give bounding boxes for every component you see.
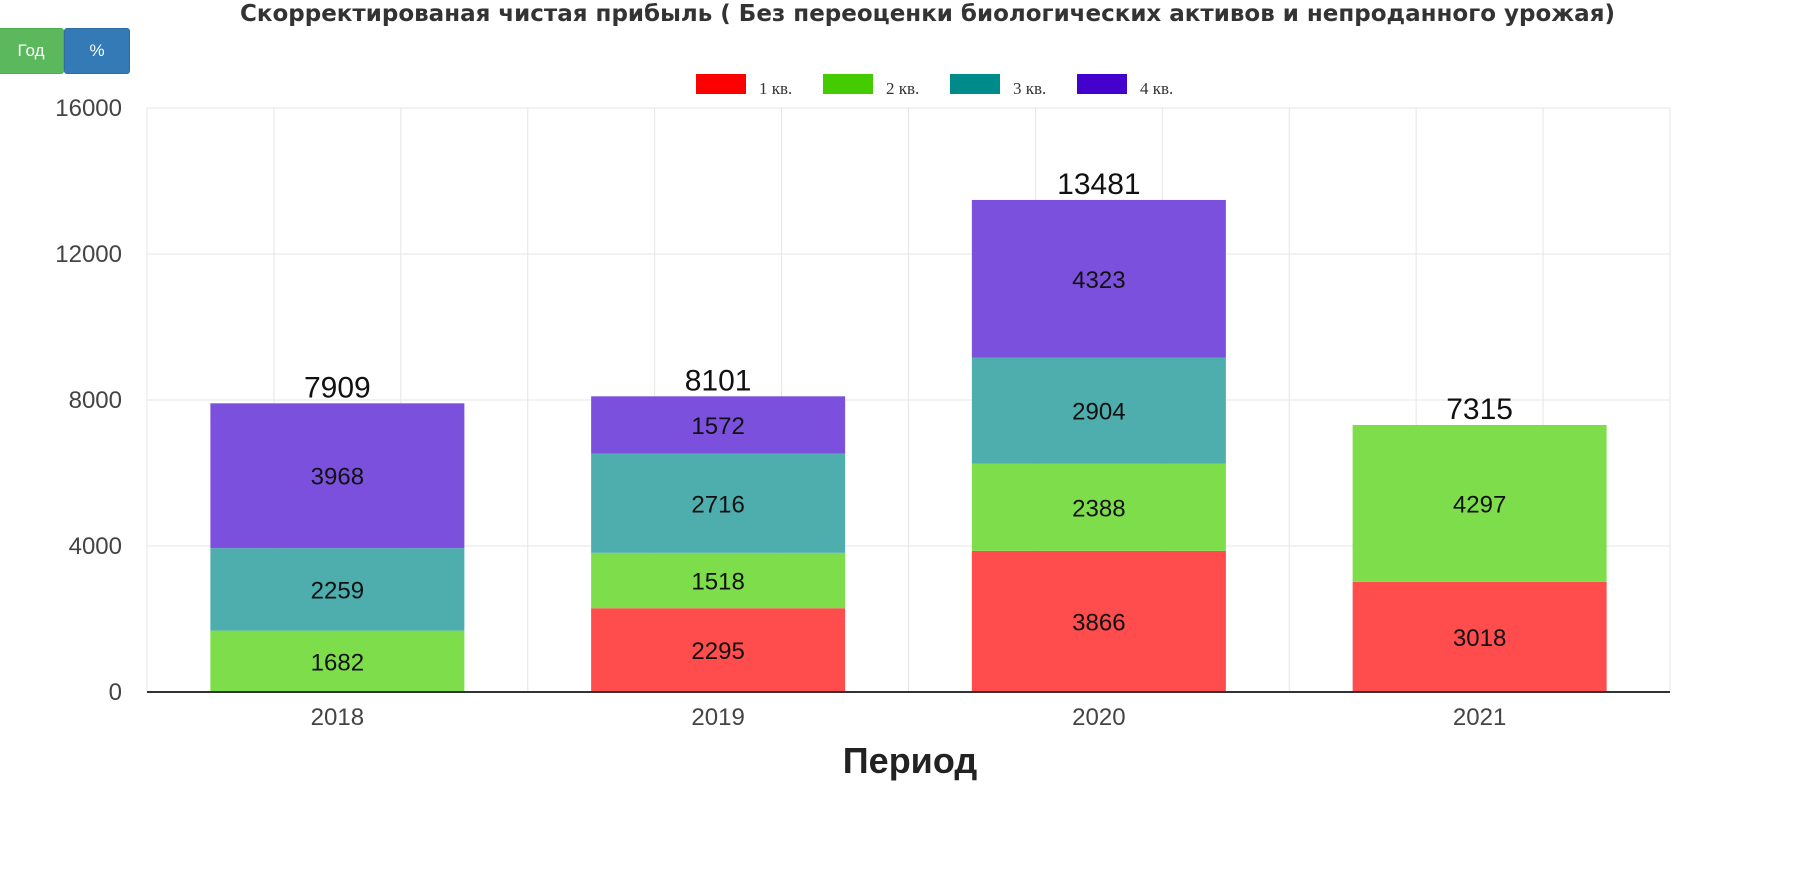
x-tick-label: 2021 xyxy=(1453,704,1506,731)
legend-swatch xyxy=(1077,74,1127,94)
bar-value-label: 4297 xyxy=(1453,491,1506,518)
bar-segment xyxy=(210,403,465,549)
legend-label: 1 кв. xyxy=(759,79,792,98)
y-tick-label: 0 xyxy=(109,679,122,706)
y-tick-label: 12000 xyxy=(55,241,122,268)
percent-button[interactable]: % xyxy=(64,28,130,74)
legend-swatch xyxy=(823,74,873,94)
legend-swatch xyxy=(696,74,746,94)
bar-segment xyxy=(591,453,846,553)
bar-value-label: 2259 xyxy=(311,577,364,604)
bar-segment xyxy=(210,548,465,631)
legend-swatch xyxy=(950,74,1000,94)
bar-segment xyxy=(1352,425,1607,582)
x-tick-label: 2020 xyxy=(1072,704,1125,731)
y-tick-label: 8000 xyxy=(69,387,122,414)
bar-value-label: 3866 xyxy=(1072,609,1125,636)
legend-label: 4 кв. xyxy=(1140,79,1173,98)
bar-value-label: 2295 xyxy=(691,638,744,665)
bar-segment xyxy=(971,463,1226,551)
bar-total-label: 7315 xyxy=(1446,393,1513,426)
bar-segment xyxy=(210,630,465,692)
bar-value-label: 1682 xyxy=(311,649,364,676)
bar-value-label: 2388 xyxy=(1072,495,1125,522)
bar-total-label: 7909 xyxy=(304,371,371,404)
bar-value-label: 2904 xyxy=(1072,399,1125,426)
bar-total-label: 8101 xyxy=(685,364,752,397)
chart-title: Скорректированая чистая прибыль ( Без пе… xyxy=(239,1,1615,27)
bar-value-label: 2716 xyxy=(691,491,744,518)
legend-label: 3 кв. xyxy=(1013,79,1046,98)
y-tick-label: 16000 xyxy=(55,95,122,122)
bar-segment xyxy=(971,550,1226,692)
bar-segment xyxy=(971,357,1226,464)
x-axis: 2018 2019 2020 2021 xyxy=(147,691,1670,731)
bar-value-label: 3968 xyxy=(311,464,364,491)
bars: 1682 2259 3968 7909 2295 1518 2716 1572 8101 3866… xyxy=(210,168,1607,692)
x-tick-label: 2018 xyxy=(311,704,364,731)
x-tick-label: 2019 xyxy=(691,704,744,731)
y-tick-label: 4000 xyxy=(69,533,122,560)
x-axis-title: Период xyxy=(843,740,978,781)
y-axis: 0 4000 8000 12000 16000 xyxy=(55,95,122,706)
bar-segment xyxy=(591,608,846,692)
bar-segment xyxy=(1352,581,1607,692)
bar-total-label: 13481 xyxy=(1057,168,1140,201)
bar-value-label: 4323 xyxy=(1072,267,1125,294)
bar-value-label: 3018 xyxy=(1453,625,1506,652)
bar-value-label: 1572 xyxy=(691,413,744,440)
year-button[interactable]: Год xyxy=(0,28,64,74)
bar-segment xyxy=(591,396,846,454)
bar-segment xyxy=(971,199,1226,358)
bar-value-label: 1518 xyxy=(691,569,744,596)
legend-label: 2 кв. xyxy=(886,79,919,98)
legend: 1 кв. 2 кв. 3 кв. 4 кв. xyxy=(696,74,1173,98)
bar-segment xyxy=(591,552,846,609)
